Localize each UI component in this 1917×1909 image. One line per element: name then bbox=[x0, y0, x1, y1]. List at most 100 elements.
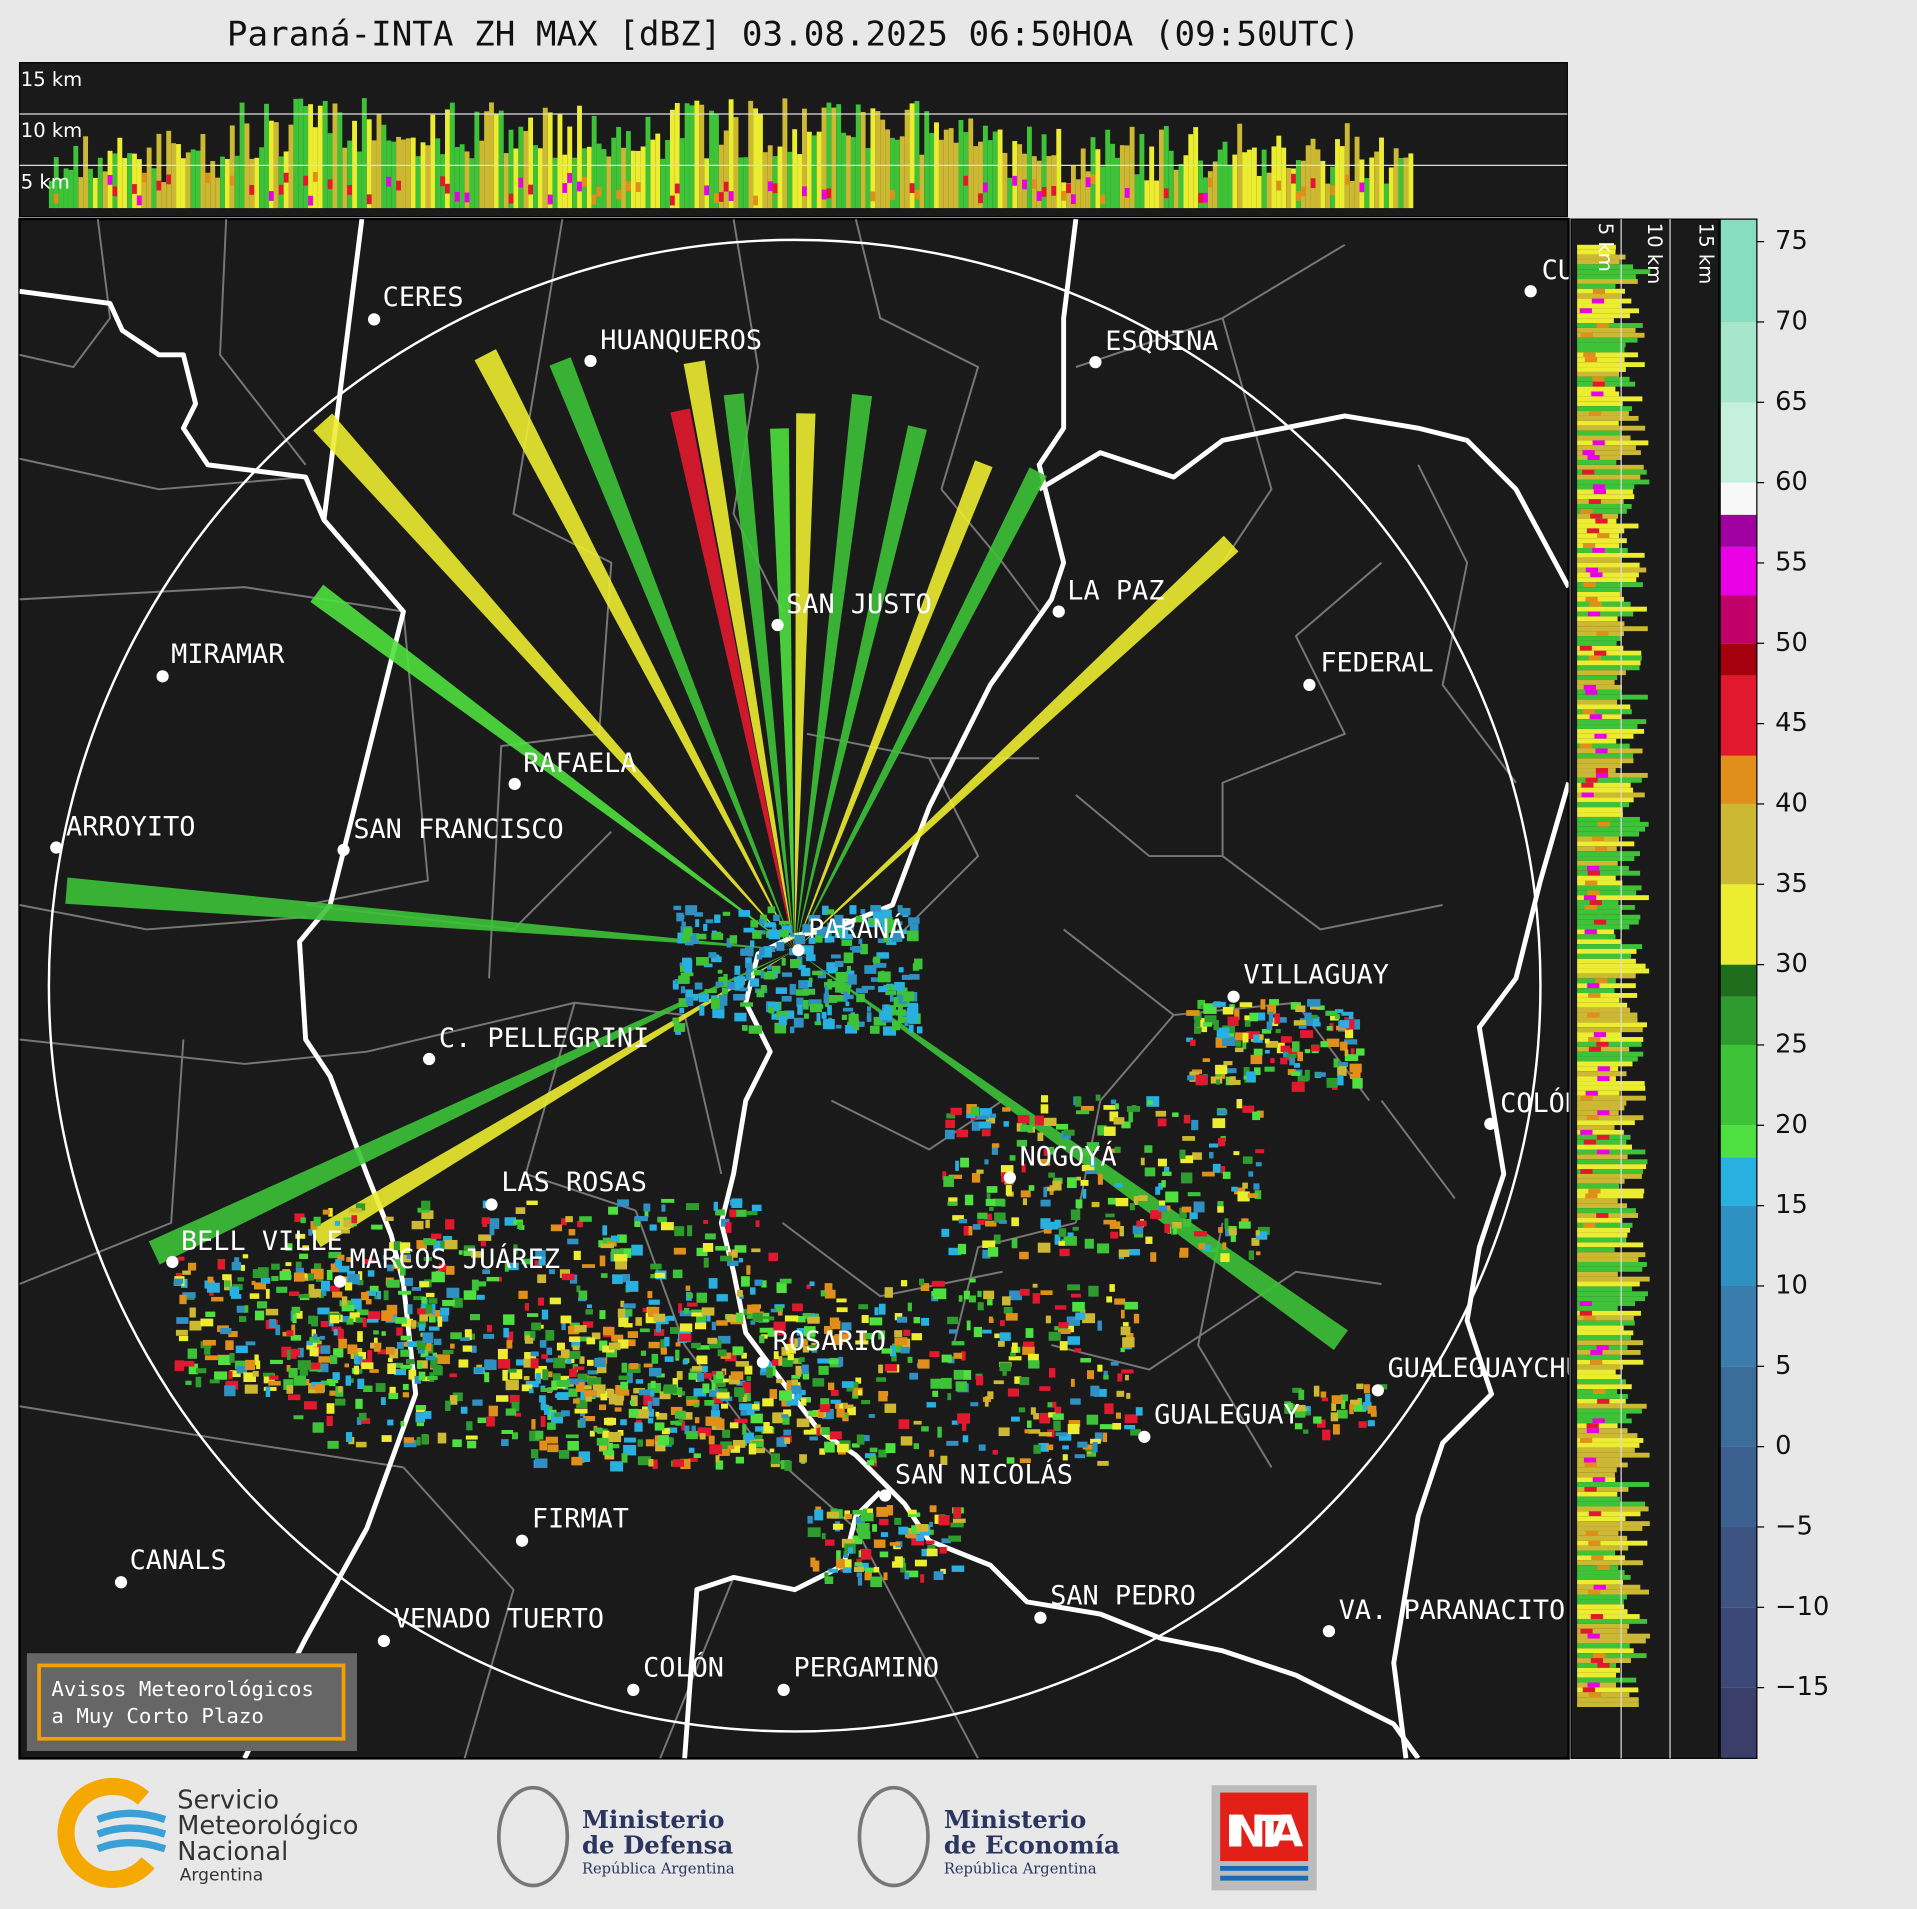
height-label: 10 km bbox=[1643, 223, 1666, 284]
echo-cell bbox=[1008, 1356, 1022, 1361]
echo-cell bbox=[741, 1276, 750, 1287]
echo-cell bbox=[1228, 1079, 1241, 1085]
echo-cell bbox=[746, 1265, 751, 1275]
echo-cell bbox=[608, 1393, 620, 1405]
echo-cell bbox=[1022, 1341, 1035, 1347]
echo-row bbox=[1577, 523, 1639, 529]
echo-cell bbox=[567, 1238, 579, 1245]
echo-cell bbox=[1252, 1111, 1261, 1121]
echo-cell bbox=[853, 1566, 864, 1573]
colorbar-band bbox=[1720, 1526, 1757, 1608]
echo-cell bbox=[1186, 1010, 1200, 1016]
echo-cell bbox=[772, 1412, 785, 1424]
echo-cell bbox=[897, 1013, 911, 1024]
echo-cell bbox=[346, 1318, 354, 1325]
echo-cell bbox=[414, 1375, 422, 1384]
echo-cell bbox=[1066, 1316, 1081, 1326]
echo-row bbox=[1577, 724, 1638, 729]
echo-cell bbox=[838, 1356, 844, 1367]
echo-row bbox=[1577, 958, 1636, 964]
colorbar-band bbox=[1720, 1607, 1757, 1688]
echo-row bbox=[1577, 1173, 1642, 1179]
echo-column bbox=[1149, 146, 1155, 209]
echo-column bbox=[811, 135, 817, 209]
echo-column bbox=[753, 108, 758, 209]
echo-cell bbox=[904, 1572, 910, 1580]
echo-cell bbox=[245, 1359, 256, 1371]
echo-cell bbox=[1212, 1118, 1226, 1129]
echo-cell bbox=[369, 1369, 379, 1373]
echo-cell bbox=[1158, 1182, 1163, 1190]
echo-cell bbox=[635, 1317, 642, 1326]
echo-cell bbox=[1010, 1352, 1016, 1357]
echo-cell bbox=[319, 1335, 326, 1340]
echo-core bbox=[518, 177, 524, 188]
echo-column bbox=[381, 124, 387, 209]
inta-stripe bbox=[1220, 1865, 1309, 1871]
echo-cell bbox=[402, 1383, 409, 1390]
echo-cell bbox=[620, 1419, 627, 1426]
echo-cell bbox=[908, 1024, 914, 1033]
echo-row bbox=[1577, 821, 1649, 827]
echo-cell bbox=[818, 1365, 829, 1375]
echo-cell bbox=[860, 1021, 865, 1027]
echo-cell bbox=[611, 1444, 620, 1449]
echo-cell bbox=[900, 1346, 910, 1354]
echo-cell bbox=[621, 1453, 628, 1463]
echo-column bbox=[1295, 160, 1301, 209]
echo-cell bbox=[573, 1366, 585, 1371]
echo-cell bbox=[335, 1259, 342, 1269]
echo-cell bbox=[205, 1311, 216, 1318]
echo-cell bbox=[841, 939, 853, 946]
echo-cell bbox=[416, 1422, 425, 1427]
echo-cell bbox=[987, 1299, 993, 1306]
echo-cell bbox=[1183, 1114, 1191, 1124]
echo-column bbox=[792, 129, 798, 209]
echo-cell bbox=[355, 1317, 366, 1323]
echo-cell bbox=[1222, 1242, 1227, 1250]
echo-column bbox=[356, 151, 362, 209]
echo-ray bbox=[794, 460, 993, 951]
echo-cell bbox=[864, 1572, 872, 1581]
echo-cell bbox=[858, 938, 863, 945]
echo-cell bbox=[831, 954, 841, 959]
echo-cell bbox=[1072, 1301, 1085, 1312]
echo-row bbox=[1577, 1105, 1625, 1111]
echo-cell bbox=[366, 1318, 379, 1323]
echo-row bbox=[1577, 816, 1640, 822]
echo-cell bbox=[1158, 1205, 1168, 1212]
echo-cell bbox=[836, 1408, 845, 1418]
echo-cell bbox=[1349, 1063, 1362, 1073]
echo-cell bbox=[1086, 1414, 1099, 1425]
echo-cell bbox=[1220, 1253, 1230, 1263]
echo-cell bbox=[236, 1305, 247, 1313]
echo-cell bbox=[537, 1297, 545, 1306]
echo-cell bbox=[985, 1220, 997, 1227]
echo-cell bbox=[405, 1359, 415, 1365]
echo-cell bbox=[786, 1399, 799, 1406]
echo-cell bbox=[860, 943, 868, 955]
echo-cell bbox=[1070, 1293, 1081, 1298]
echo-core bbox=[567, 173, 573, 183]
echo-cell bbox=[425, 1292, 435, 1298]
echo-cell bbox=[1352, 1019, 1361, 1030]
echo-cell bbox=[848, 1547, 854, 1554]
echo-row bbox=[1577, 1584, 1641, 1590]
echo-cell bbox=[376, 1290, 381, 1300]
echo-core bbox=[1587, 870, 1600, 876]
echo-cell bbox=[292, 1313, 297, 1324]
echo-column bbox=[606, 156, 612, 209]
echo-cell bbox=[897, 1003, 903, 1012]
city-dot bbox=[771, 618, 784, 632]
echo-cell bbox=[592, 1384, 606, 1394]
echo-cell bbox=[1379, 1384, 1388, 1390]
echo-cell bbox=[373, 1342, 381, 1352]
echo-cell bbox=[458, 1359, 469, 1368]
echo-cell bbox=[602, 1326, 615, 1336]
echo-cell bbox=[648, 1459, 654, 1467]
echo-cell bbox=[224, 1385, 236, 1397]
echo-cell bbox=[244, 1384, 258, 1394]
echo-cell bbox=[521, 1384, 533, 1392]
echo-cell bbox=[288, 1367, 298, 1378]
echo-row bbox=[1577, 1535, 1628, 1541]
